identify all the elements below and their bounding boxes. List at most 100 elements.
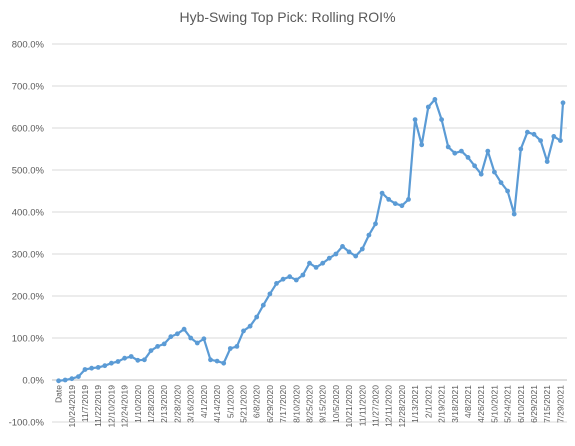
x-tick-label: 12/24/2019: [120, 385, 130, 428]
data-point: [419, 142, 425, 148]
x-tick-label: 7/29/2021: [555, 385, 565, 423]
y-tick-label: 400.0%: [12, 208, 45, 219]
data-point: [69, 376, 75, 382]
x-tick-label: 6/8/2020: [252, 385, 262, 418]
data-point: [148, 348, 154, 353]
x-tick-label: 6/29/2021: [529, 385, 539, 423]
data-point: [511, 211, 517, 217]
data-point: [155, 344, 161, 349]
data-point: [135, 357, 141, 363]
data-point: [531, 131, 537, 137]
x-tick-label: 2/19/2021: [437, 385, 447, 423]
data-point: [386, 197, 392, 202]
data-point: [95, 365, 101, 370]
data-point: [241, 328, 246, 334]
data-point: [346, 249, 352, 255]
data-point: [392, 201, 398, 207]
x-tick-label: 4/14/2020: [212, 385, 222, 423]
data-point: [406, 197, 411, 202]
data-point: [201, 336, 207, 342]
x-tick-label: 6/29/2020: [265, 385, 275, 423]
data-point: [412, 117, 418, 122]
x-tick-label: 9/15/2020: [318, 385, 328, 423]
data-point: [293, 277, 299, 283]
x-tick-label: 2/13/2020: [159, 385, 169, 423]
data-point: [307, 260, 312, 266]
data-point: [313, 265, 319, 270]
data-point: [560, 100, 566, 106]
series-line: [58, 98, 565, 382]
x-tick-label: 7/17/2020: [278, 385, 288, 423]
data-point: [492, 169, 497, 175]
data-point: [379, 190, 385, 196]
data-point: [459, 148, 464, 154]
x-tick-label: 10/24/2019: [67, 385, 77, 428]
x-tick-label: Date: [54, 385, 64, 403]
y-tick-label: 0.0%: [22, 376, 44, 387]
data-point: [333, 251, 339, 257]
x-tick-label: 2/1/2021: [423, 385, 433, 418]
chart-title: Hyb-Swing Top Pick: Rolling ROI%: [179, 9, 395, 25]
y-tick-label: 600.0%: [12, 124, 45, 135]
y-tick-label: -100.0%: [9, 418, 45, 429]
data-point: [478, 171, 484, 177]
gridlines: [52, 43, 567, 423]
data-point: [280, 276, 286, 282]
data-point: [234, 344, 240, 349]
data-point: [274, 281, 279, 286]
data-point: [558, 138, 563, 144]
data-point: [538, 138, 543, 144]
x-tick-label: 5/21/2020: [238, 385, 248, 423]
data-point: [445, 144, 451, 150]
y-axis-ticks: -100.0% 0.0% 100.0% 200.0% 300.0% 400.0% 500.0…: [9, 40, 45, 429]
data-point: [115, 359, 121, 364]
data-point: [89, 365, 94, 371]
x-tick-label: 4/26/2021: [476, 385, 486, 423]
y-tick-label: 800.0%: [12, 40, 45, 51]
data-point: [498, 180, 504, 186]
x-tick-label: 4/1/2020: [199, 385, 209, 418]
x-tick-label: 5/24/2021: [503, 385, 513, 423]
x-tick-label: 1/13/2021: [410, 385, 420, 423]
x-tick-label: 11/11/2020: [357, 385, 367, 427]
data-point: [425, 104, 431, 110]
data-point: [340, 244, 345, 249]
x-tick-label: 12/10/2019: [106, 385, 116, 428]
data-point: [544, 159, 550, 165]
data-point: [399, 203, 405, 209]
data-point: [221, 360, 227, 366]
data-point: [432, 97, 438, 102]
data-point: [128, 354, 134, 359]
data-point: [142, 357, 147, 363]
data-point: [175, 331, 180, 337]
data-point: [465, 155, 471, 160]
x-tick-label: 10/21/2020: [344, 385, 354, 428]
data-point: [122, 355, 127, 361]
x-tick-label: 11/7/2019: [80, 385, 90, 422]
data-point: [194, 340, 200, 346]
x-tick-label: 5/1/2020: [225, 385, 235, 418]
data-point: [227, 346, 233, 351]
data-point: [254, 314, 260, 320]
x-tick-label: 10/5/2020: [331, 385, 341, 423]
data-point: [505, 188, 510, 194]
data-point: [76, 374, 81, 379]
data-point: [161, 341, 167, 347]
x-tick-label: 4/8/2021: [463, 385, 473, 418]
data-point: [168, 334, 174, 340]
data-point: [267, 291, 273, 297]
data-point: [366, 232, 372, 238]
data-point: [102, 363, 108, 369]
data-point: [373, 221, 378, 227]
data-point: [181, 326, 187, 332]
data-point: [287, 274, 293, 280]
data-point: [260, 302, 266, 308]
x-tick-label: 1/10/2020: [133, 385, 143, 423]
x-tick-label: 2/28/2020: [172, 385, 182, 423]
data-point: [320, 260, 326, 266]
data-point: [472, 163, 477, 169]
y-tick-label: 300.0%: [12, 250, 45, 261]
series-layer: [56, 97, 566, 384]
